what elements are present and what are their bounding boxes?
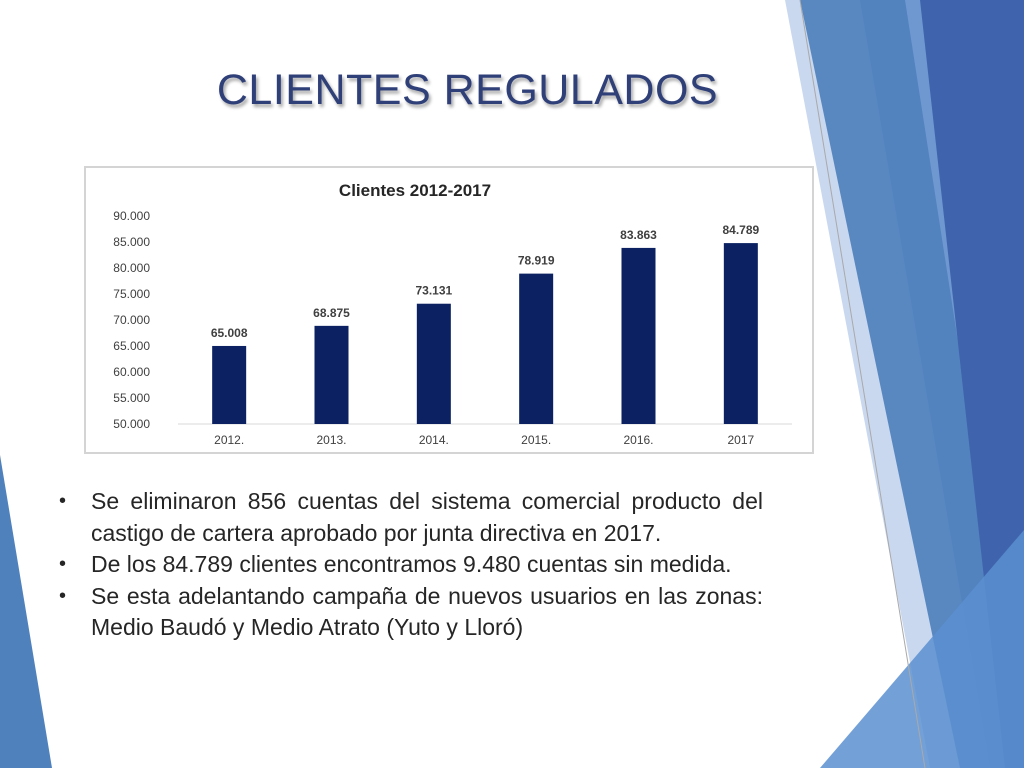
y-tick-label: 70.000 [113,313,150,327]
chart-title: Clientes 2012-2017 [339,181,491,200]
right-decor-band-front [800,0,1024,768]
right-decor-bottom-wedge [820,530,1024,768]
bullet-list: • Se eliminaron 856 cuentas del sistema c… [55,486,763,644]
y-tick-label: 55.000 [113,391,150,405]
bar-value-label: 84.789 [722,223,759,237]
bullet-text: Se esta adelantando campaña de nuevos us… [91,582,763,641]
bullet-item: • Se esta adelantando campaña de nuevos u… [55,581,763,644]
y-tick-label: 65.000 [113,339,150,353]
bullet-dot-icon: • [59,553,67,575]
x-tick-label: 2016. [623,433,653,447]
x-tick-label: 2012. [214,433,244,447]
bar-value-label: 65.008 [211,326,248,340]
bar-value-label: 73.131 [415,284,452,298]
bar [212,345,247,424]
bar [519,273,554,424]
bullet-dot-icon: • [59,584,67,607]
y-tick-label: 85.000 [113,235,150,249]
bullet-item: • De los 84.789 clientes encontramos 9.48… [55,549,763,581]
bar [314,325,349,424]
bullet-dot-icon: • [59,490,67,512]
bullet-item: • Se eliminaron 856 cuentas del sistema c… [55,486,763,549]
bar-value-label: 83.863 [620,228,657,242]
bar-chart: Clientes 2012-2017 50.000 55.000 60.000 65.0… [113,181,792,447]
bar [723,243,758,424]
x-tick-label: 2013. [316,433,346,447]
bar-value-label: 68.875 [313,306,350,320]
bullet-text: Se eliminaron 856 cuentas del sistema co… [91,488,763,546]
y-tick-label: 75.000 [113,287,150,301]
y-tick-label: 90.000 [113,209,150,223]
x-tick-label: 2017 [727,433,754,447]
right-decor-line [799,0,926,768]
y-tick-label: 50.000 [113,417,150,431]
bar [416,303,451,424]
chart-frame: Clientes 2012-2017 50.000 55.000 60.000 65.0… [84,166,814,454]
bar [621,247,656,424]
bar-value-label: 78.919 [518,254,555,268]
slide-title: CLIENTES REGULADOS [216,66,719,114]
x-tick-label: 2015. [521,433,551,447]
y-tick-label: 60.000 [113,365,150,379]
left-decor-wedge [0,455,52,768]
y-tick-label: 80.000 [113,261,150,275]
bullet-text: De los 84.789 clientes encontramos 9.480… [91,551,732,577]
x-tick-label: 2014. [419,433,449,447]
